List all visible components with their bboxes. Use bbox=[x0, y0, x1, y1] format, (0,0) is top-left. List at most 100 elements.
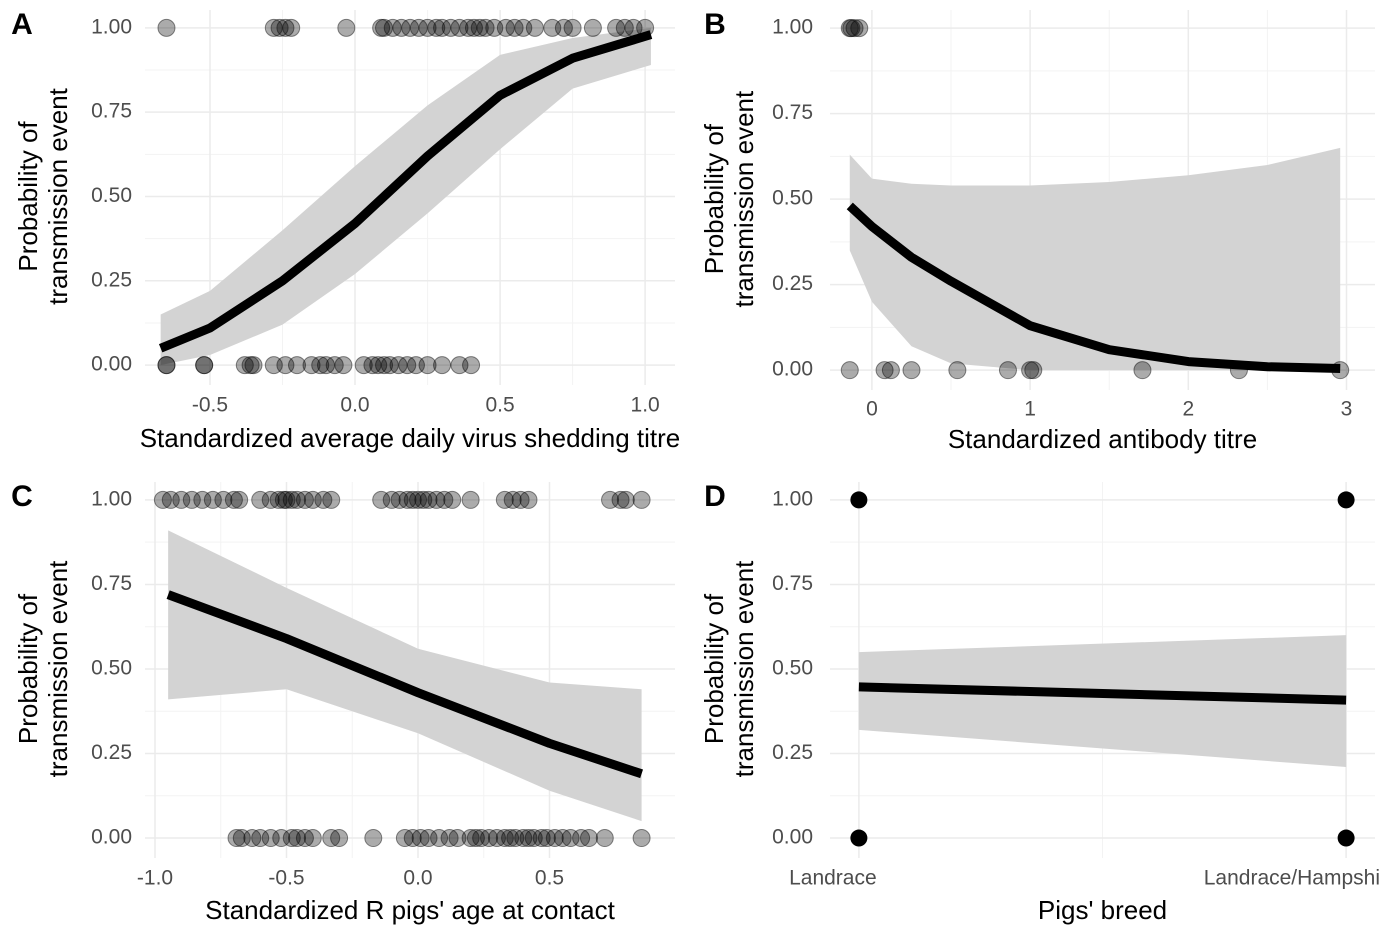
x-tick-label: -0.5 bbox=[192, 394, 228, 417]
observed-point bbox=[398, 356, 417, 375]
observed-point bbox=[314, 490, 333, 509]
observed-point bbox=[902, 361, 921, 380]
y-tick-label: 0.00 bbox=[91, 353, 132, 376]
observed-point bbox=[224, 490, 243, 509]
panel: 0.00 0.25 0.50 0.75 1.00 0 1 2 3 B Standardized an… bbox=[699, 8, 1375, 454]
observed-point bbox=[398, 490, 417, 509]
observed-point bbox=[380, 356, 399, 375]
observed-point bbox=[418, 18, 437, 37]
panel: 0.00 0.25 0.50 0.75 1.00 Landrace Landrace/Ham… bbox=[699, 480, 1380, 925]
observed-point bbox=[1021, 361, 1040, 380]
observed-point bbox=[295, 490, 314, 509]
observed-point bbox=[288, 829, 307, 848]
observed-point bbox=[403, 490, 422, 509]
y-tick-label: 0.00 bbox=[772, 358, 813, 381]
observed-point bbox=[511, 490, 530, 509]
observed-point bbox=[288, 490, 307, 509]
y-axis-title: Probability of bbox=[699, 123, 729, 274]
observed-point bbox=[261, 490, 280, 509]
observed-point bbox=[875, 361, 894, 380]
observed-point bbox=[519, 829, 538, 848]
observed-point bbox=[311, 356, 330, 375]
observed-point bbox=[241, 356, 260, 375]
observed-point bbox=[182, 490, 201, 509]
observed-point bbox=[337, 18, 356, 37]
y-tick-label: 1.00 bbox=[91, 15, 132, 38]
observed-point bbox=[554, 18, 573, 37]
observed-point bbox=[406, 356, 425, 375]
observed-point bbox=[470, 18, 489, 37]
observed-point bbox=[330, 829, 349, 848]
observed-point bbox=[334, 356, 353, 375]
panel-label: C bbox=[11, 480, 33, 513]
observed-point bbox=[572, 829, 591, 848]
x-tick-label: 0 bbox=[866, 398, 878, 421]
observed-point bbox=[414, 490, 433, 509]
observed-point bbox=[430, 829, 449, 848]
observed-point bbox=[607, 18, 626, 37]
observed-point bbox=[459, 18, 478, 37]
observed-point bbox=[303, 490, 322, 509]
observed-point bbox=[364, 829, 383, 848]
observed-point bbox=[485, 18, 504, 37]
observed-point bbox=[276, 356, 295, 375]
x-axis-title: Standardized R pigs' age at contact bbox=[205, 895, 615, 925]
x-tick-label: 1 bbox=[1024, 398, 1036, 421]
observed-point bbox=[1337, 829, 1355, 847]
observed-point bbox=[251, 829, 270, 848]
observed-point bbox=[270, 18, 289, 37]
observed-point bbox=[514, 829, 533, 848]
y-tick-label: 1.00 bbox=[91, 487, 132, 510]
y-axis-title: Probability of bbox=[699, 593, 729, 744]
x-tick-label: Landrace/Hampshi bbox=[1204, 867, 1380, 890]
observed-point bbox=[611, 490, 630, 509]
observed-point bbox=[881, 361, 900, 380]
observed-point bbox=[503, 490, 522, 509]
observed-point bbox=[1229, 361, 1248, 380]
observed-point bbox=[514, 18, 533, 37]
observed-point bbox=[276, 18, 295, 37]
y-tick-label: 0.50 bbox=[772, 657, 813, 680]
x-tick-label: -1.0 bbox=[137, 867, 173, 890]
observed-point bbox=[427, 18, 446, 37]
confidence-ribbon bbox=[858, 635, 1347, 768]
panel-label: B bbox=[704, 8, 726, 41]
y-tick-label: 0.75 bbox=[91, 572, 132, 595]
y-axis-title: Probability of bbox=[13, 121, 43, 272]
observed-point bbox=[443, 490, 462, 509]
observed-point bbox=[272, 829, 291, 848]
observed-point bbox=[948, 361, 967, 380]
observed-point bbox=[395, 829, 414, 848]
observed-point bbox=[1331, 361, 1350, 380]
observed-point bbox=[501, 829, 520, 848]
observed-point bbox=[235, 356, 254, 375]
y-axis-title: transmission event bbox=[729, 560, 759, 778]
confidence-ribbon bbox=[168, 530, 642, 822]
observed-point bbox=[519, 490, 538, 509]
x-tick-label: 0.5 bbox=[485, 394, 514, 417]
observed-point bbox=[553, 829, 572, 848]
observed-point bbox=[372, 490, 391, 509]
y-tick-label: 0.50 bbox=[91, 657, 132, 680]
observed-point bbox=[264, 356, 283, 375]
observed-point bbox=[157, 18, 176, 37]
observed-point bbox=[615, 18, 634, 37]
observed-point bbox=[524, 829, 543, 848]
observed-point bbox=[230, 490, 249, 509]
observed-point bbox=[232, 829, 251, 848]
y-tick-label: 0.00 bbox=[772, 826, 813, 849]
x-tick-label: 1.0 bbox=[631, 394, 660, 417]
observed-point bbox=[274, 490, 293, 509]
observed-point bbox=[418, 356, 437, 375]
observed-point bbox=[545, 829, 564, 848]
observed-point bbox=[1024, 361, 1043, 380]
y-tick-label: 0.25 bbox=[91, 268, 132, 291]
observed-point bbox=[322, 829, 341, 848]
observed-point bbox=[227, 829, 246, 848]
observed-point bbox=[845, 19, 864, 38]
y-tick-label: 0.25 bbox=[91, 741, 132, 764]
panel-label: A bbox=[11, 8, 33, 41]
panel-label: D bbox=[704, 480, 726, 513]
observed-point bbox=[601, 490, 620, 509]
